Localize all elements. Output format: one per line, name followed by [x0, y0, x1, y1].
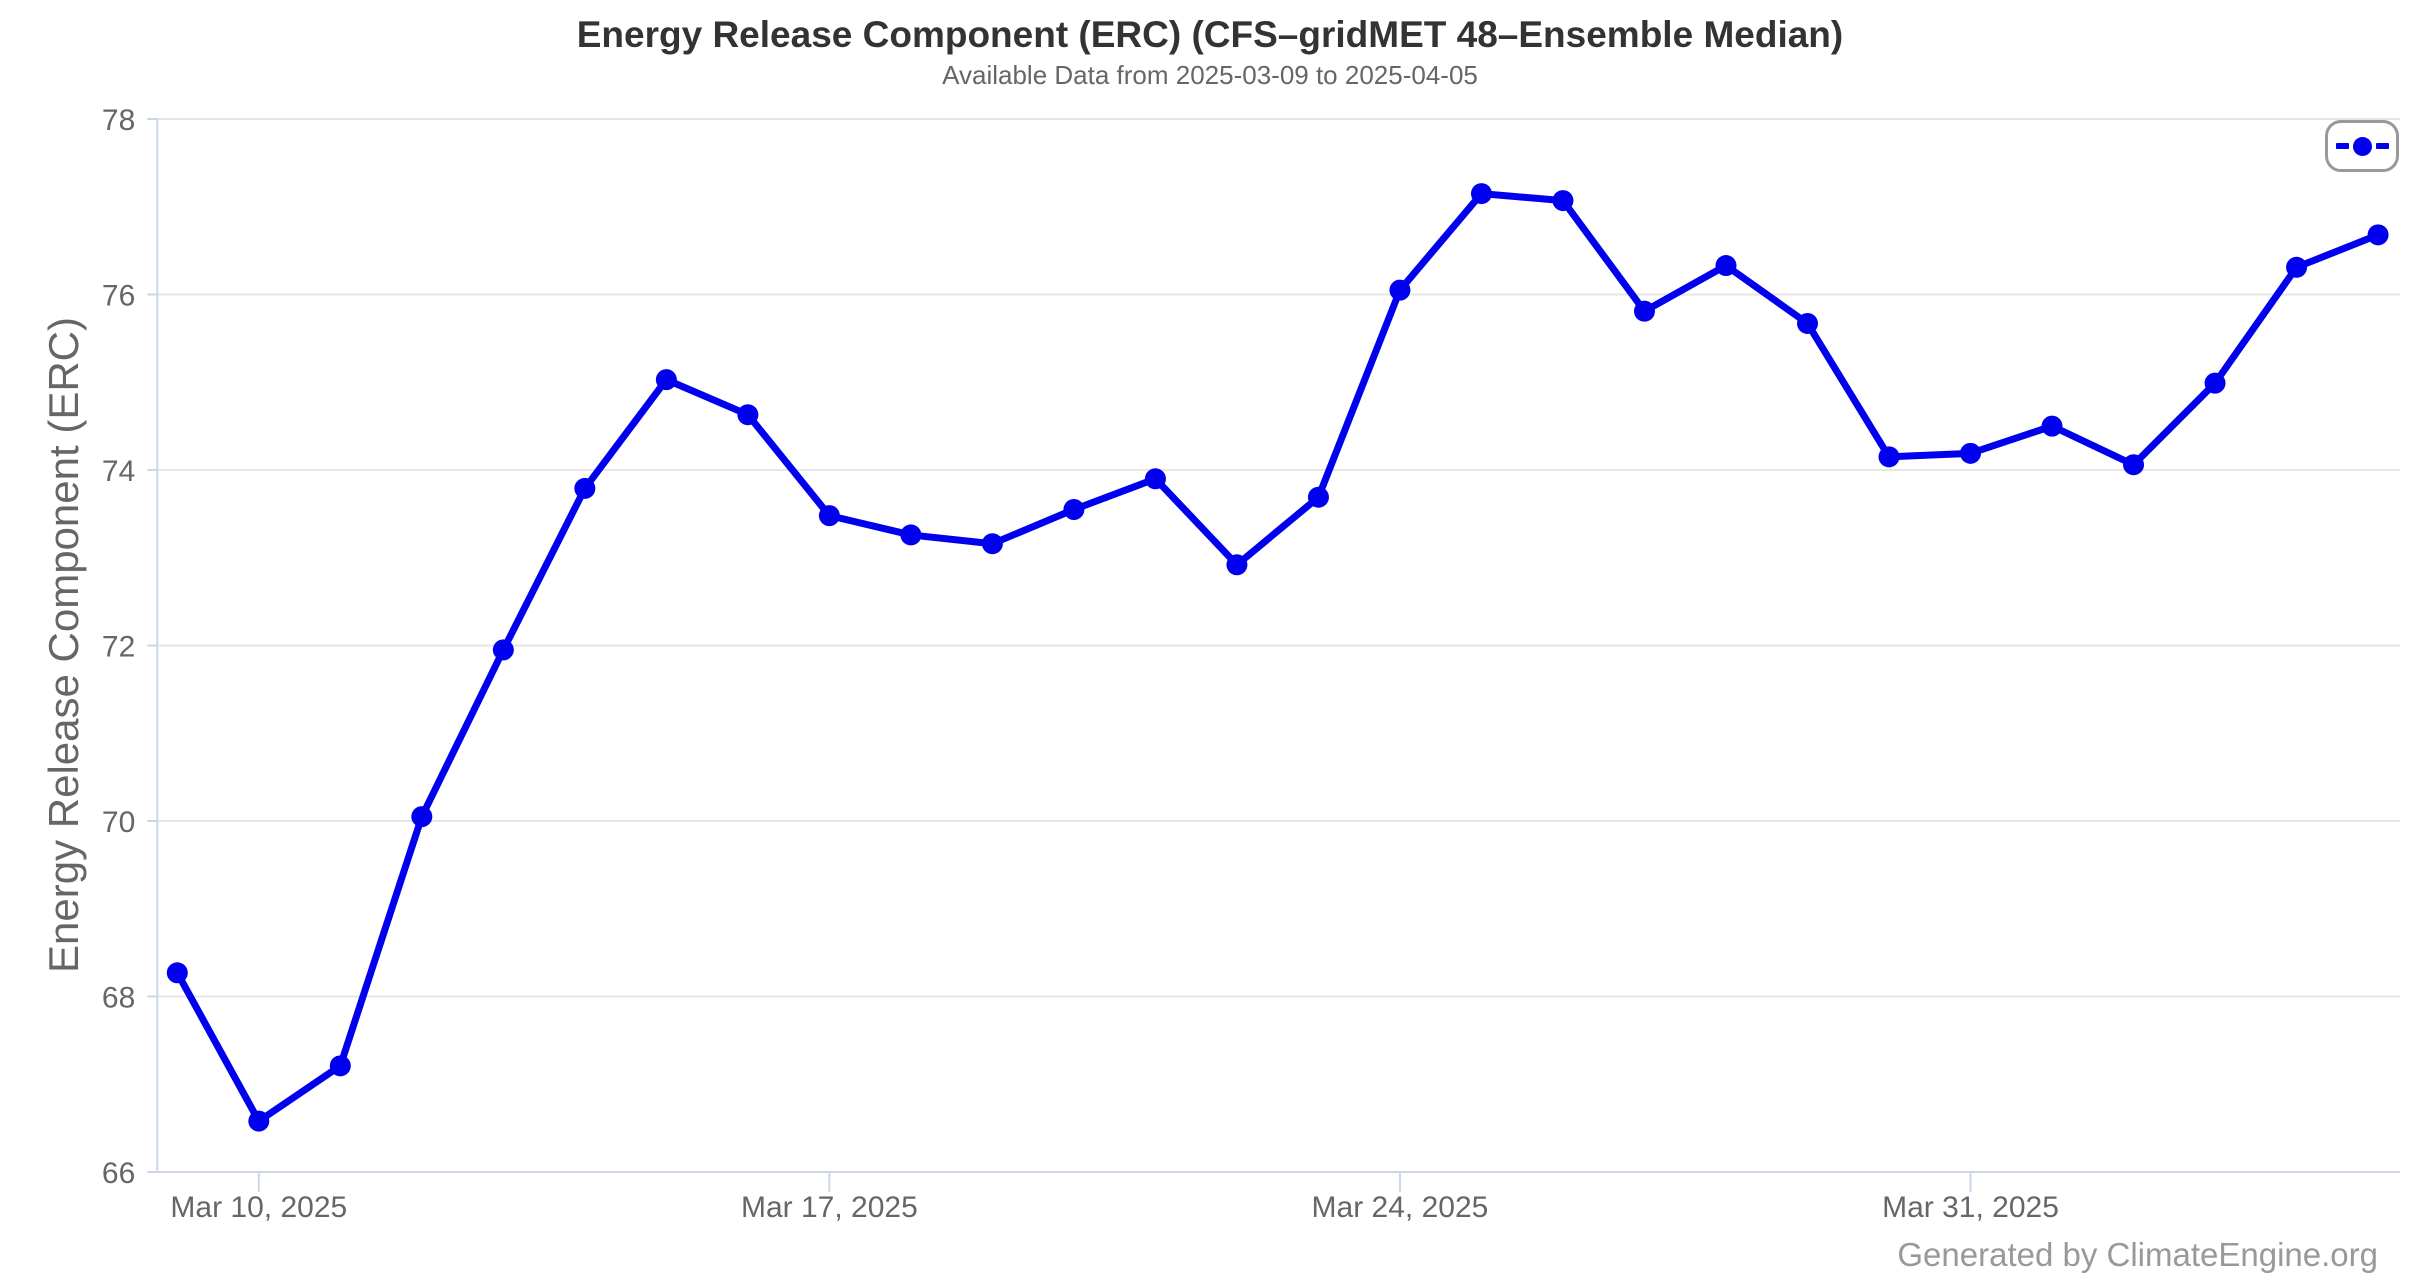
data-point[interactable] — [329, 1055, 351, 1077]
y-tick-label: 70 — [102, 806, 135, 839]
legend-marker-icon — [2352, 136, 2372, 156]
data-point[interactable] — [492, 639, 514, 661]
data-point[interactable] — [1715, 255, 1737, 277]
data-point[interactable] — [900, 524, 922, 546]
data-point[interactable] — [1226, 554, 1248, 576]
data-point[interactable] — [1960, 442, 1982, 464]
chart-title: Energy Release Component (ERC) (CFS–grid… — [576, 14, 1844, 55]
data-point[interactable] — [655, 369, 677, 391]
data-point[interactable] — [2286, 256, 2308, 278]
data-point[interactable] — [2367, 224, 2389, 246]
data-point[interactable] — [1307, 486, 1329, 508]
y-tick-label: 72 — [102, 631, 135, 664]
data-point[interactable] — [818, 505, 840, 527]
x-tick-label: Mar 31, 2025 — [1882, 1191, 2059, 1224]
legend-line-dash-icon — [2375, 143, 2389, 149]
data-point[interactable] — [2204, 372, 2226, 394]
y-tick-label: 76 — [102, 280, 135, 313]
data-point[interactable] — [2041, 415, 2063, 437]
x-tick-label: Mar 24, 2025 — [1312, 1191, 1489, 1224]
x-tick-label: Mar 17, 2025 — [741, 1191, 918, 1224]
data-point[interactable] — [166, 962, 188, 984]
data-point[interactable] — [1878, 446, 1900, 468]
credits-link[interactable]: Generated by ClimateEngine.org — [1897, 1236, 2378, 1273]
data-point[interactable] — [1552, 190, 1574, 212]
legend-line-dash-icon — [2335, 143, 2349, 149]
data-point[interactable] — [1389, 279, 1411, 301]
data-point[interactable] — [2123, 454, 2145, 476]
data-point[interactable] — [1797, 312, 1818, 334]
chart-subtitle: Available Data from 2025-03-09 to 2025-0… — [942, 60, 1478, 90]
data-point[interactable] — [737, 404, 759, 426]
axes: 66 68 70 72 74 76 78 Mar 10, 2025 Mar 17, 2025 Ma… — [102, 104, 2400, 1224]
data-point[interactable] — [574, 477, 596, 499]
data-point[interactable] — [981, 533, 1003, 555]
data-point[interactable] — [411, 806, 433, 828]
data-point[interactable] — [1470, 183, 1492, 205]
y-tick-label: 66 — [102, 1157, 135, 1190]
data-point[interactable] — [1144, 468, 1166, 490]
legend[interactable] — [2325, 120, 2399, 172]
data-point[interactable] — [1063, 498, 1085, 520]
data-point[interactable] — [1633, 300, 1655, 322]
gridlines — [157, 118, 2400, 1173]
y-tick-label: 74 — [102, 455, 135, 488]
y-tick-label: 68 — [102, 982, 135, 1015]
data-point[interactable] — [248, 1110, 270, 1132]
series-line[interactable] — [173, 190, 2382, 1125]
x-tick-label: Mar 10, 2025 — [170, 1191, 347, 1224]
y-tick-label: 78 — [102, 104, 135, 137]
series[interactable] — [166, 183, 2389, 1132]
